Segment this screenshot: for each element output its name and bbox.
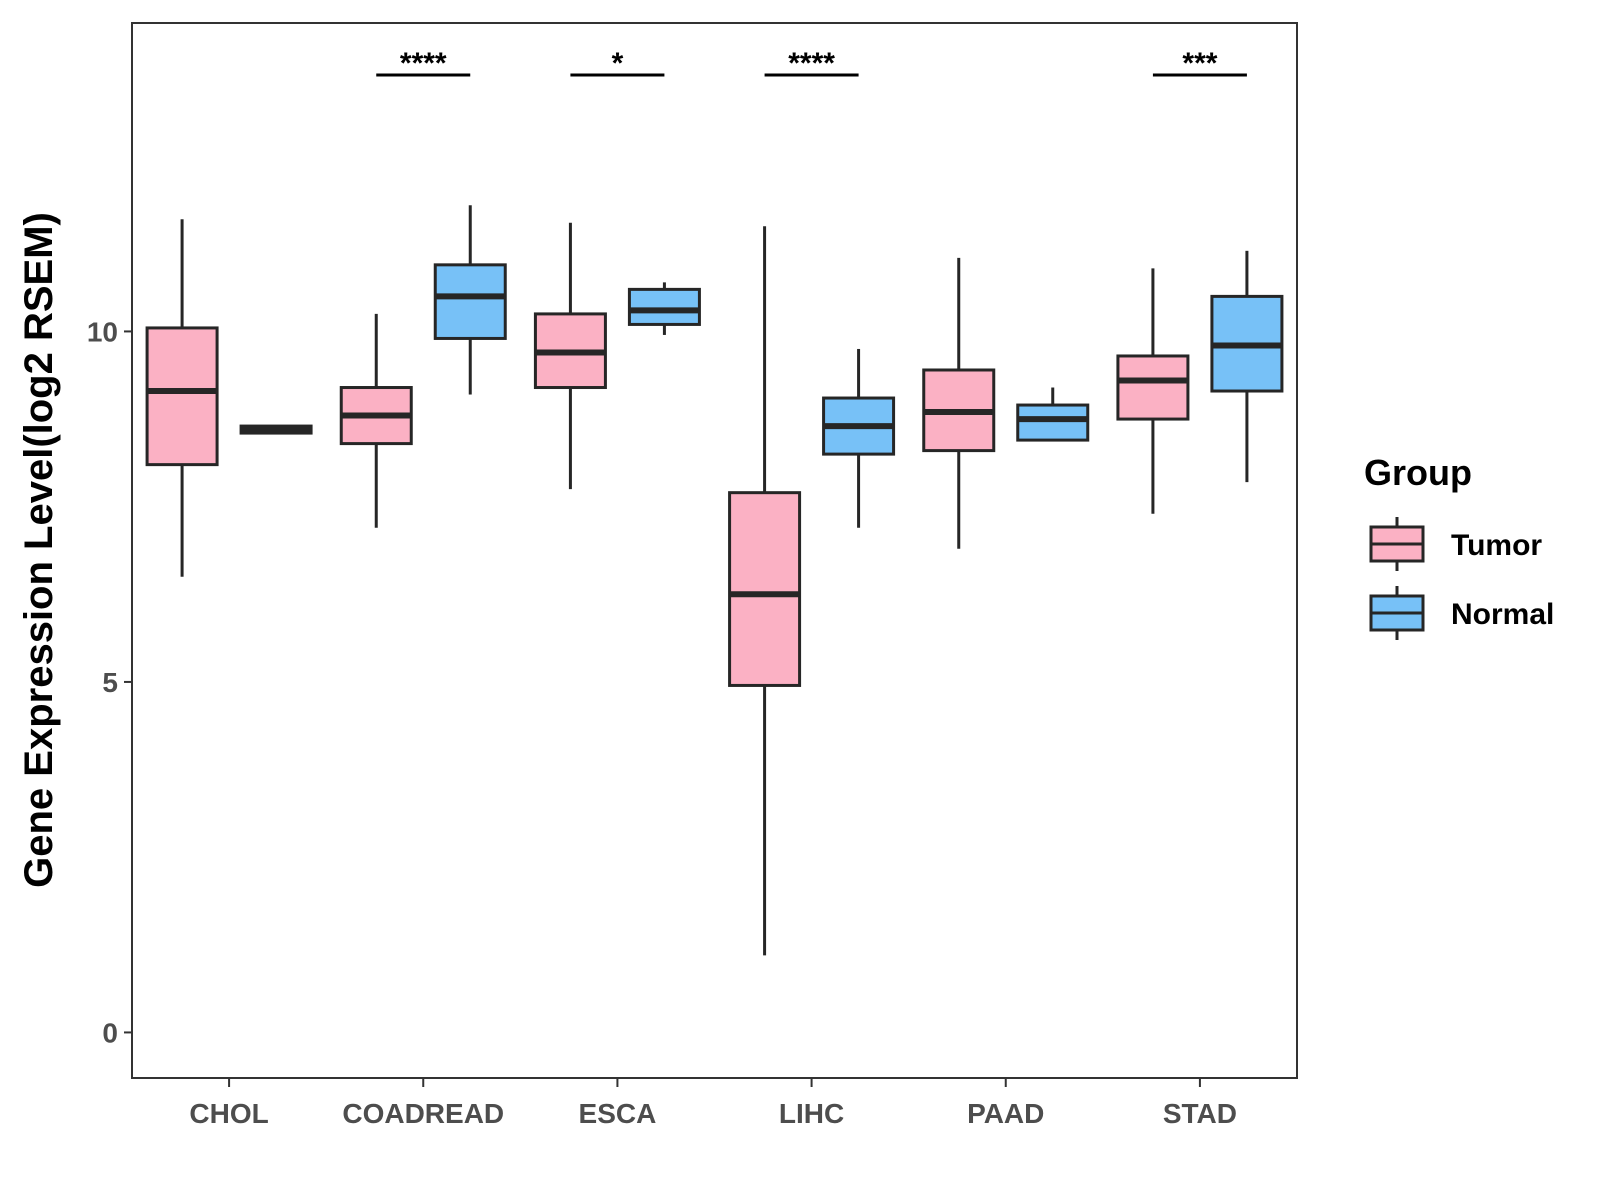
- box-tumor-coadread: [339, 313, 413, 528]
- x-axis: CHOL COADREAD ESCA LIHC PAAD STAD: [189, 1078, 1237, 1129]
- y-axis-title: Gene Expression Level(log2 RSEM): [17, 212, 61, 888]
- box-normal-stad: [1210, 250, 1284, 483]
- significance-label: ***: [1182, 47, 1217, 80]
- box-iqr: [1016, 403, 1090, 442]
- legend: Group Tumor Normal: [1364, 452, 1554, 640]
- box-normal-coadread: [433, 205, 507, 395]
- legend-item-normal: Normal: [1369, 586, 1554, 640]
- plot-panel-border: [131, 22, 1298, 1079]
- legend-label: Normal: [1451, 598, 1554, 631]
- box-normal-lihc: [822, 348, 896, 528]
- x-tick-label: ESCA: [579, 1098, 657, 1129]
- significance-label: *: [612, 47, 624, 80]
- box-iqr: [627, 287, 701, 326]
- box-normal-esca: [627, 282, 701, 335]
- y-tick-label: 0: [102, 1017, 118, 1048]
- box-iqr: [433, 263, 507, 340]
- box-tumor-chol: [145, 219, 219, 577]
- box-normal-chol: [239, 424, 313, 435]
- box-normal-paad: [1016, 387, 1090, 442]
- x-tick-label: STAD: [1163, 1098, 1237, 1129]
- x-tick-label: LIHC: [779, 1098, 844, 1129]
- y-axis: 0 5 10: [87, 316, 132, 1048]
- significance-label: ****: [788, 47, 835, 80]
- significance-layer: **** * **** ***: [376, 47, 1247, 80]
- legend-item-tumor: Tumor: [1369, 517, 1542, 571]
- x-tick-label: PAAD: [967, 1098, 1044, 1129]
- box-tumor-lihc: [728, 226, 802, 956]
- box-tumor-esca: [533, 222, 607, 490]
- boxes-layer: [145, 205, 1284, 956]
- box-tumor-stad: [1116, 268, 1190, 514]
- box-iqr: [1116, 354, 1190, 421]
- x-tick-label: COADREAD: [342, 1098, 504, 1129]
- legend-title: Group: [1364, 452, 1472, 493]
- legend-label: Tumor: [1451, 529, 1542, 562]
- x-tick-label: CHOL: [189, 1098, 268, 1129]
- y-tick-label: 10: [87, 316, 118, 347]
- box-iqr: [728, 491, 802, 687]
- y-tick-label: 5: [102, 667, 118, 698]
- box-iqr: [145, 326, 219, 467]
- box-tumor-paad: [922, 257, 996, 549]
- significance-label: ****: [400, 47, 447, 80]
